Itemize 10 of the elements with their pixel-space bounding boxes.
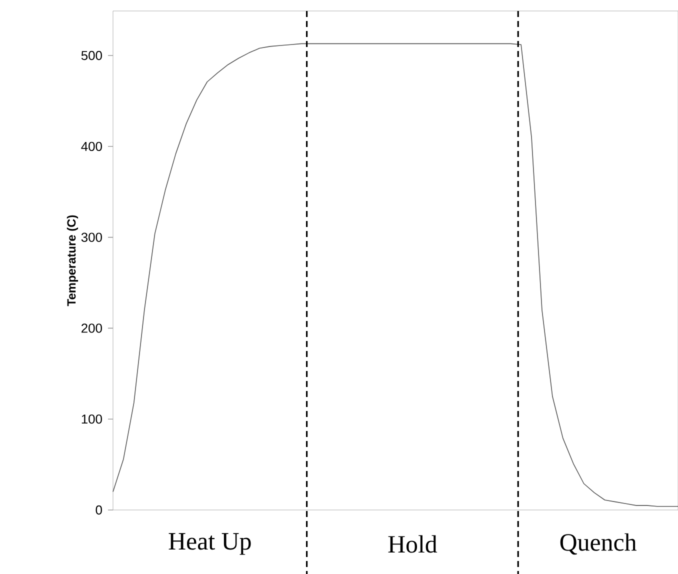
y-axis-title: Temperature (C) [66, 215, 78, 306]
y-tick-label: 100 [82, 414, 102, 424]
y-tick-label: 200 [82, 324, 102, 333]
y-tick-label: 0 [96, 505, 102, 515]
y-tick-label: 400 [81, 142, 102, 151]
y-tick-label: 500 [81, 50, 102, 60]
text: Heat Up [168, 533, 251, 555]
text: Quench [560, 533, 636, 555]
text: Hold [388, 535, 438, 553]
y-tick-label: 300 [81, 232, 102, 242]
